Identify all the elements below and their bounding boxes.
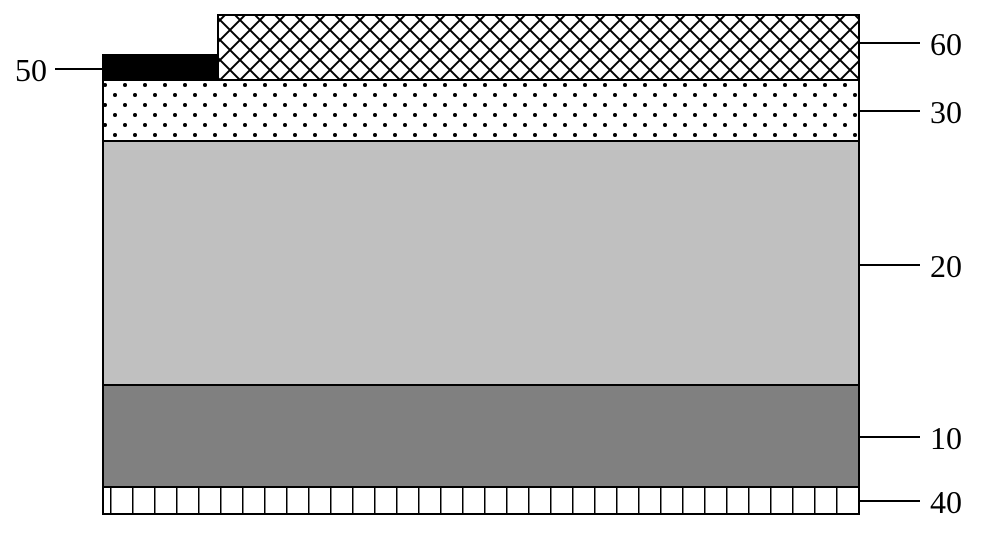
leader-60 (859, 42, 920, 44)
layer-10 (103, 385, 859, 487)
leader-10 (859, 436, 920, 438)
label-40: 40 (930, 484, 962, 521)
leader-20 (859, 264, 920, 266)
layer-30 (103, 80, 859, 141)
leader-40 (859, 500, 920, 502)
label-50: 50 (15, 52, 47, 89)
label-30: 30 (930, 94, 962, 131)
leader-50 (55, 68, 103, 70)
layer-50 (103, 55, 218, 80)
label-20: 20 (930, 248, 962, 285)
layer-60 (218, 15, 859, 80)
leader-30 (859, 110, 920, 112)
layer-40 (103, 487, 859, 514)
layer-20 (103, 141, 859, 385)
label-60: 60 (930, 26, 962, 63)
layer-stack-diagram (0, 0, 1000, 541)
label-10: 10 (930, 420, 962, 457)
